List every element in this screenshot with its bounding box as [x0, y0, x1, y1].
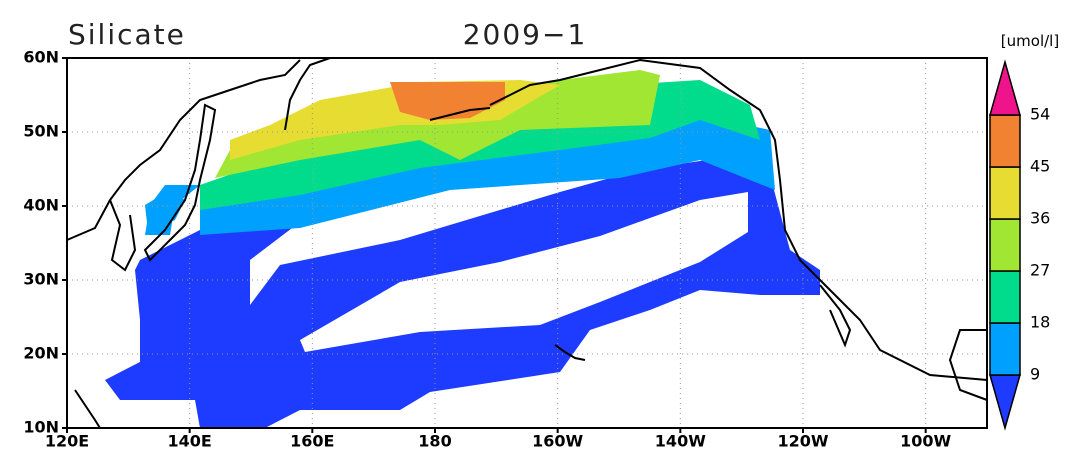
colorbar-label: 54: [1030, 105, 1050, 124]
colorbar-box: [989, 270, 1021, 324]
contour-region: [390, 82, 505, 120]
map-subtitle: 2009−1: [463, 18, 588, 51]
colorbar-label: 18: [1030, 313, 1050, 332]
colorbar-box: [989, 166, 1021, 220]
unit-label: [umol/l]: [1001, 32, 1059, 50]
colorbar-low-triangle: [989, 374, 1021, 431]
colorbar-label: 9: [1030, 365, 1040, 384]
x-tick-label: 100W: [900, 432, 951, 451]
baja: [819, 284, 852, 348]
korea: [109, 199, 137, 272]
plot-frame: [66, 57, 988, 429]
colorbar-label: 45: [1030, 157, 1050, 176]
y-tick-label: 50N: [23, 122, 59, 141]
contour-region: [250, 160, 610, 305]
x-tick-label: 180: [418, 432, 451, 451]
x-tick-label: 160W: [532, 432, 583, 451]
asia-coast: [66, 59, 301, 241]
x-tick-label: 140W: [655, 432, 706, 451]
colorbar-high-triangle: [989, 59, 1021, 116]
map-title: Silicate: [68, 18, 186, 51]
contour-region: [300, 192, 748, 352]
y-tick-label: 60N: [23, 48, 59, 67]
fields: [67, 58, 987, 428]
contour-region: [200, 115, 775, 235]
japan: [143, 103, 217, 262]
alaska: [489, 58, 988, 381]
colorbar-box: [989, 322, 1021, 376]
x-tick-label: 140E: [168, 432, 212, 451]
hawaii: [554, 344, 586, 361]
x-tick-label: 120E: [45, 432, 89, 451]
colorbar-box: [989, 218, 1021, 272]
x-tick-label: 160E: [290, 432, 334, 451]
philippines: [74, 389, 101, 429]
contour-region: [145, 190, 185, 232]
y-tick-label: 30N: [23, 270, 59, 289]
mexico: [948, 329, 988, 401]
kamchatka: [284, 57, 331, 131]
x-tick-label: 120W: [777, 432, 828, 451]
colorbar-box: [989, 114, 1021, 168]
colorbar-label: 27: [1030, 261, 1050, 280]
coastlines: [66, 57, 988, 429]
y-tick-label: 40N: [23, 196, 59, 215]
y-tick-label: 20N: [23, 344, 59, 363]
colorbar-label: 36: [1030, 209, 1050, 228]
y-tick-label: 10N: [23, 418, 59, 437]
aleutians: [429, 107, 491, 121]
